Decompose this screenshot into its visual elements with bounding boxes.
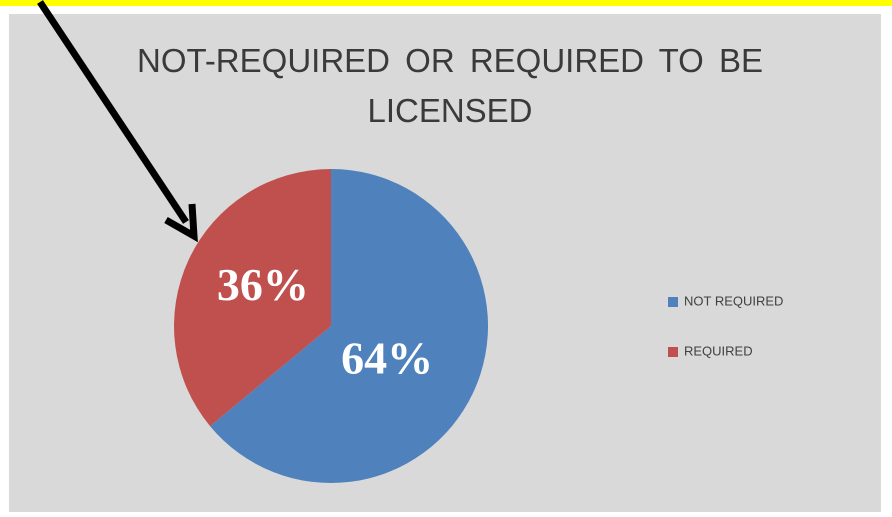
- pie-slice: [210, 169, 488, 484]
- data-label: 36%: [217, 259, 309, 310]
- yellow-border: [0, 0, 892, 6]
- pie: [173, 169, 488, 484]
- arrow-head: [164, 203, 198, 243]
- data-label: 64%: [341, 332, 433, 383]
- legend-swatch: [668, 347, 678, 357]
- legend-swatch: [668, 297, 678, 307]
- pie-slice: [173, 169, 331, 427]
- data-labels: 64% 36%: [217, 259, 433, 384]
- legend-label: REQUIRED: [684, 343, 753, 358]
- arrow-shaft: [37, 0, 189, 224]
- chart-title: NOT-REQUIRED OR REQUIRED TO BE LICENSED: [136, 42, 764, 129]
- legend: NOT REQUIRED REQUIRED: [668, 293, 783, 358]
- legend-label: NOT REQUIRED: [684, 293, 783, 308]
